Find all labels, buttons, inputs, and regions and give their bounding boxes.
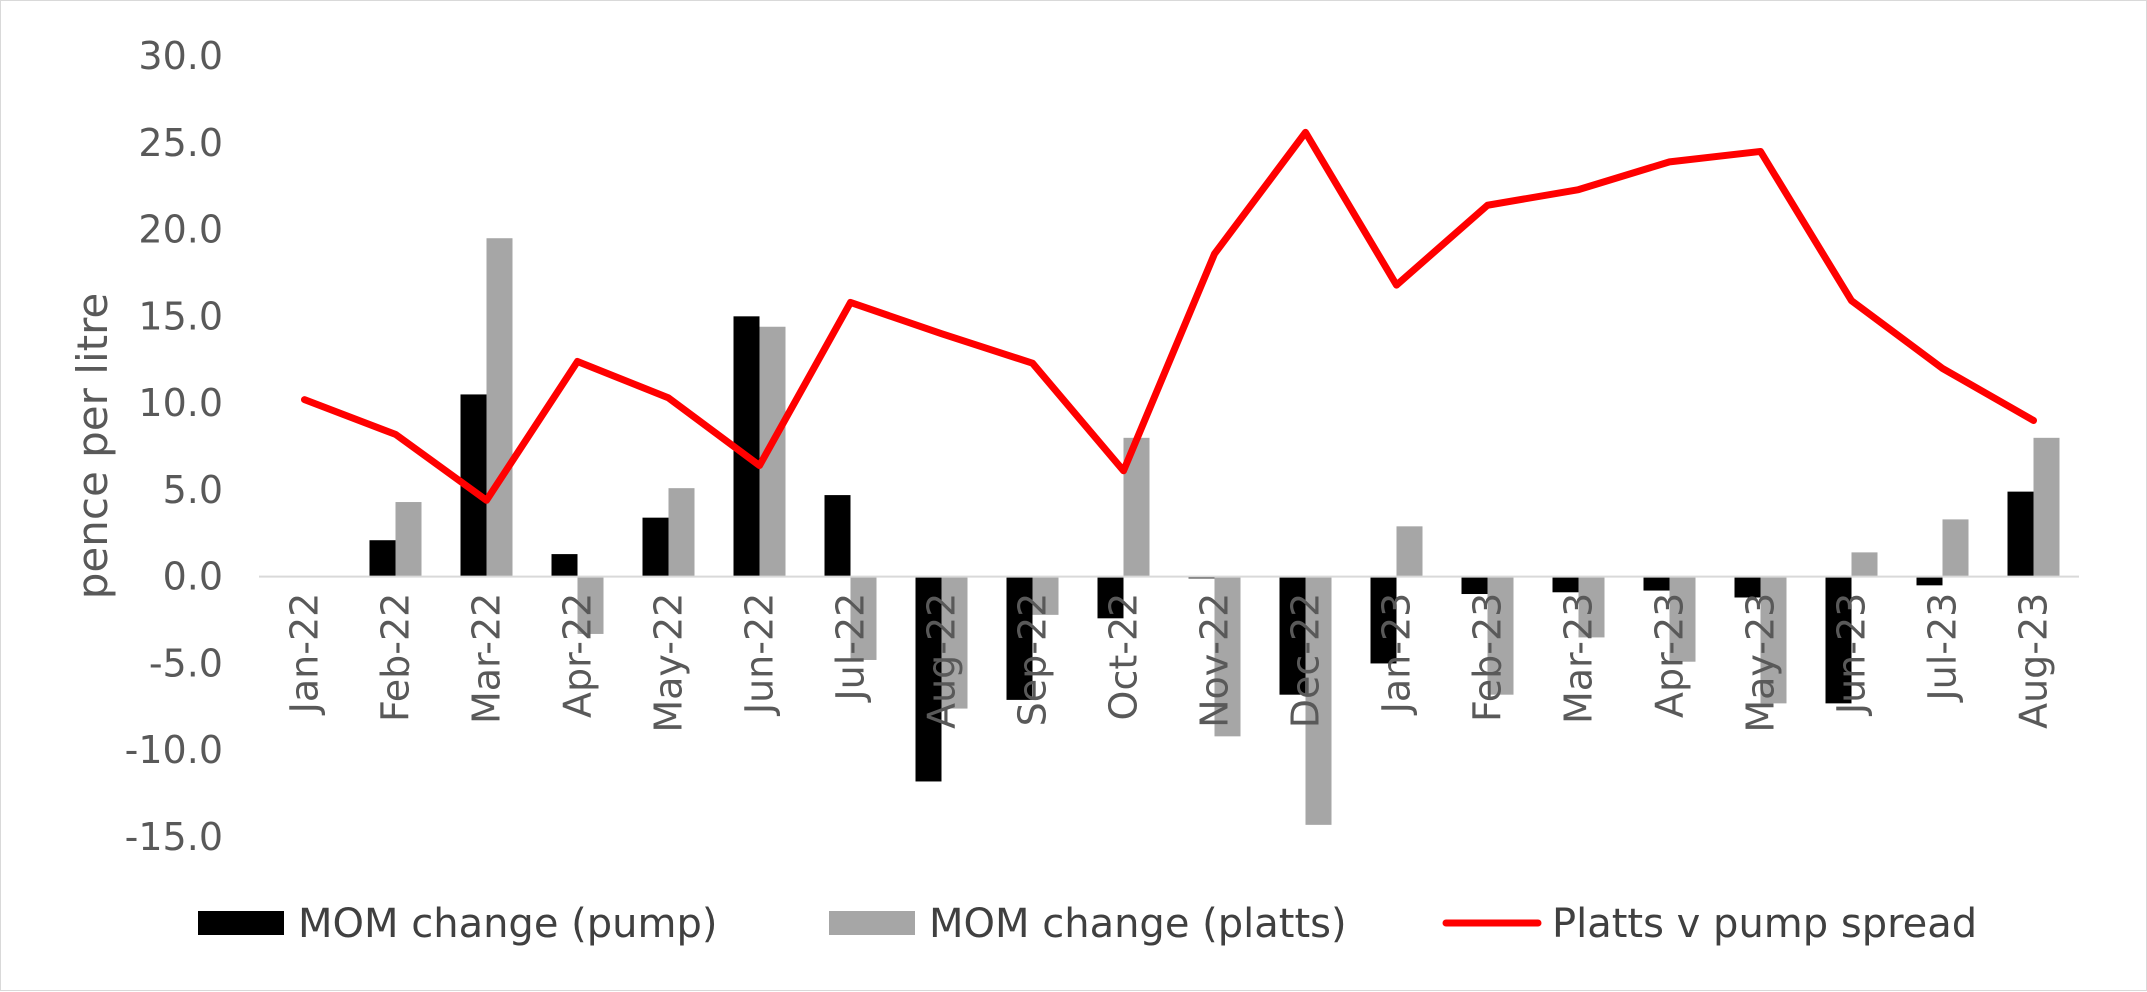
x-tick-label: Aug-23 bbox=[2012, 593, 2056, 729]
bar-pump bbox=[552, 554, 578, 577]
legend-label: MOM change (platts) bbox=[929, 901, 1347, 947]
y-tick-label: -5.0 bbox=[149, 641, 223, 685]
bar-series bbox=[279, 238, 2060, 825]
bar-platts bbox=[1852, 552, 1878, 576]
bar-platts bbox=[1943, 519, 1969, 576]
y-tick-label: 10.0 bbox=[138, 381, 223, 425]
x-tick-label: Oct-22 bbox=[1102, 593, 1146, 721]
legend-swatch bbox=[829, 911, 915, 935]
y-tick-label: 25.0 bbox=[138, 121, 223, 165]
x-tick-label: Jun-23 bbox=[1830, 593, 1874, 716]
y-tick-label: -10.0 bbox=[125, 728, 223, 772]
x-tick-label: Nov-22 bbox=[1193, 593, 1237, 728]
bar-pump bbox=[1644, 577, 1670, 591]
bar-pump bbox=[2008, 492, 2034, 577]
bar-pump bbox=[370, 540, 396, 576]
x-tick-label: May-23 bbox=[1739, 593, 1783, 733]
y-tick-label: 5.0 bbox=[163, 468, 223, 512]
bar-platts bbox=[2034, 438, 2060, 577]
x-tick-label: Feb-23 bbox=[1466, 593, 1510, 722]
bar-platts bbox=[487, 238, 513, 576]
y-tick-label: 15.0 bbox=[138, 294, 223, 338]
x-tick-label: Jan-23 bbox=[1375, 593, 1419, 716]
y-tick-label: -15.0 bbox=[125, 815, 223, 859]
bar-platts bbox=[396, 502, 422, 577]
legend-swatch bbox=[198, 911, 284, 935]
x-tick-label: Jun-22 bbox=[738, 593, 782, 716]
x-tick-label: Mar-23 bbox=[1557, 593, 1601, 724]
bar-pump bbox=[1462, 577, 1488, 594]
x-tick-label: Jul-22 bbox=[829, 593, 873, 703]
bar-pump bbox=[643, 518, 669, 577]
legend-label: Platts v pump spread bbox=[1552, 901, 1977, 947]
x-tick-label: Apr-22 bbox=[556, 593, 600, 718]
legend-label: MOM change (pump) bbox=[298, 901, 717, 947]
x-tick-label: May-22 bbox=[647, 593, 691, 733]
bar-pump bbox=[1553, 577, 1579, 593]
x-tick-label: Jan-22 bbox=[283, 593, 327, 716]
bar-platts bbox=[1397, 526, 1423, 576]
x-tick-label: Dec-22 bbox=[1284, 593, 1328, 729]
bar-pump bbox=[1917, 577, 1943, 586]
x-tick-label: Aug-22 bbox=[920, 593, 964, 729]
x-tick-label: Feb-22 bbox=[374, 593, 418, 722]
y-tick-label: 0.0 bbox=[163, 555, 223, 599]
legend-item: MOM change (platts) bbox=[829, 901, 1347, 947]
legend-item: Platts v pump spread bbox=[1446, 901, 1977, 947]
legend-item: MOM change (pump) bbox=[198, 901, 717, 947]
bar-platts bbox=[669, 488, 695, 577]
legend: MOM change (pump) MOM change (platts) Plat… bbox=[198, 901, 1977, 947]
x-tick-label: Mar-22 bbox=[465, 593, 509, 724]
bar-pump bbox=[825, 495, 851, 577]
x-tick-label: Sep-22 bbox=[1011, 593, 1055, 727]
line-series bbox=[305, 132, 2034, 500]
x-tick-labels: Jan-22 Feb-22 Mar-22 Apr-22 May-22 Jun-22 Jul-… bbox=[283, 593, 2056, 733]
spread-line bbox=[305, 132, 2034, 500]
y-axis-title: pence per litre bbox=[68, 293, 117, 600]
y-tick-labels: 30.0 25.0 20.0 15.0 10.0 5.0 0.0 -5.0 -10.0 -15.0 bbox=[125, 34, 223, 859]
y-tick-label: 30.0 bbox=[138, 34, 223, 78]
y-tick-label: 20.0 bbox=[138, 208, 223, 252]
x-tick-label: Jul-23 bbox=[1921, 593, 1965, 703]
x-tick-label: Apr-23 bbox=[1648, 593, 1692, 718]
